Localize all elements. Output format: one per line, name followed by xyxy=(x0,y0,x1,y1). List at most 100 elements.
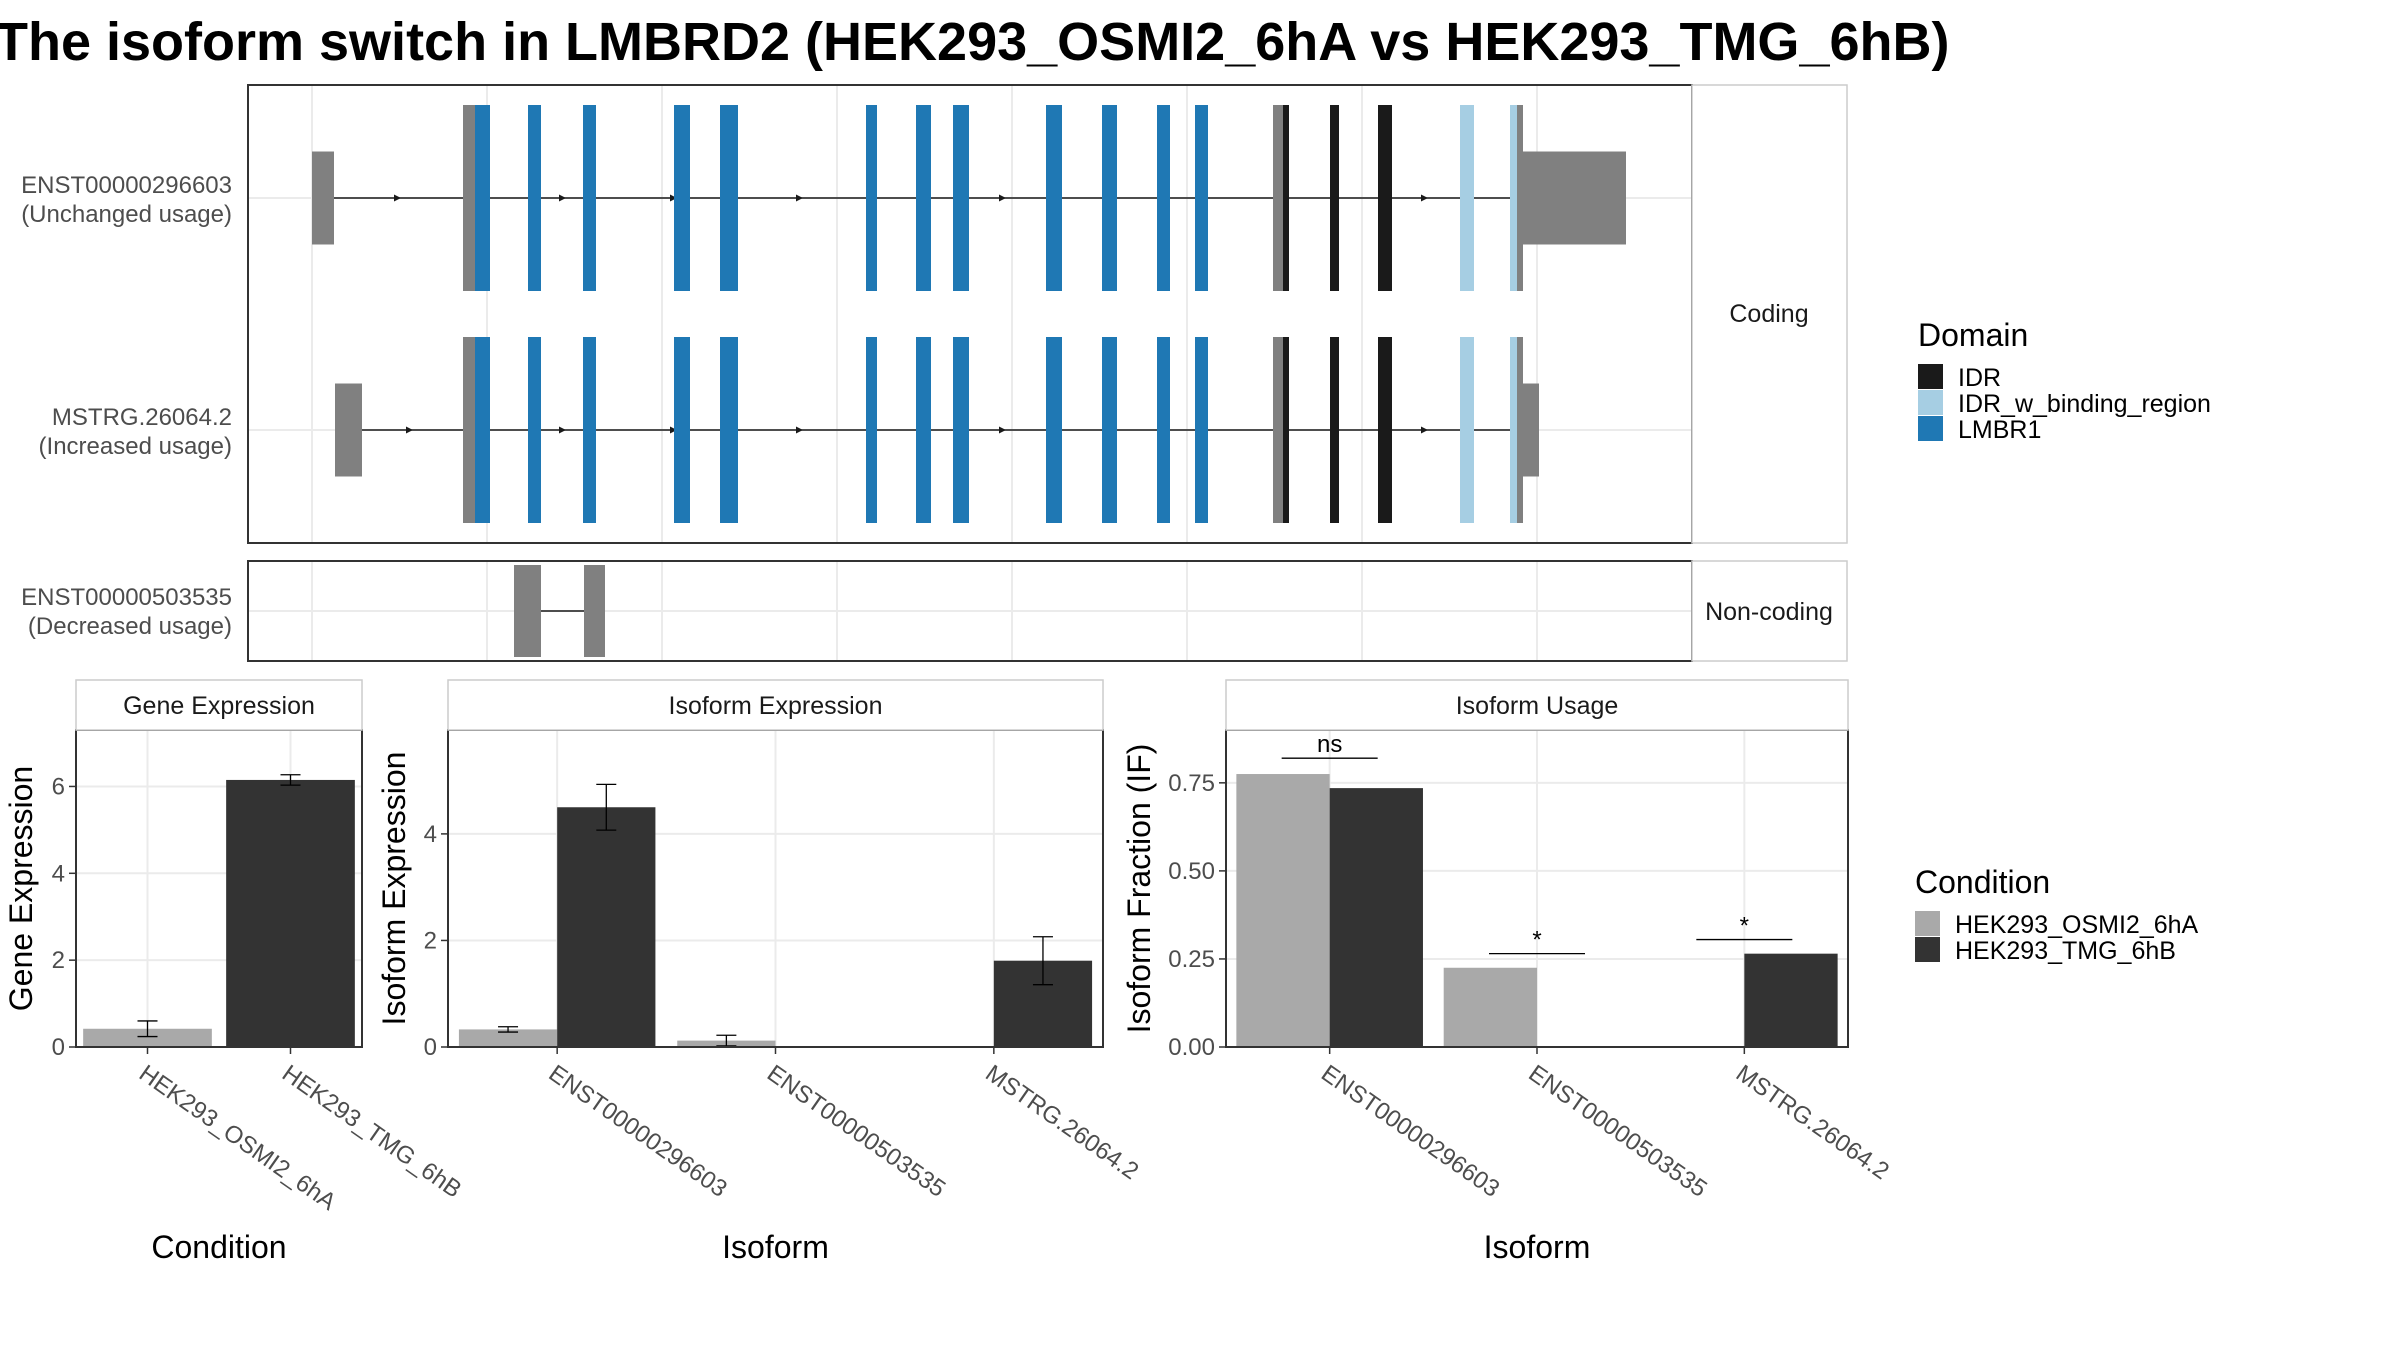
exon-block xyxy=(584,565,605,657)
domain-exon-block xyxy=(1102,337,1117,523)
domain-exon-block xyxy=(1283,105,1289,291)
condition-legend-title: Condition xyxy=(1915,864,2050,900)
domain-exon-block xyxy=(916,105,931,291)
domain-exon-block xyxy=(1510,337,1517,523)
domain-exon-block xyxy=(1046,105,1062,291)
facet-strip xyxy=(1225,679,1849,731)
domain-exon-block xyxy=(528,105,541,291)
legend-swatch-tmg xyxy=(1915,937,1940,962)
y-tick-label: 0 xyxy=(424,1034,437,1061)
x-axis-title: Isoform xyxy=(722,1229,829,1265)
coding-panel-tracks xyxy=(312,105,1626,523)
facet-strip-label: Isoform Expression xyxy=(669,692,883,720)
transcript-usage-label: (Increased usage) xyxy=(39,433,232,460)
domain-exon-block xyxy=(1157,337,1170,523)
y-axis-title: Isoform Expression xyxy=(376,752,412,1026)
strand-arrow xyxy=(999,194,1006,202)
condition-legend: Condition HEK293_OSMI2_6hA HEK293_TMG_6h… xyxy=(1915,864,2199,965)
exon-block xyxy=(1273,337,1283,523)
domain-exon-block xyxy=(1195,337,1208,523)
domain-exon-block xyxy=(720,337,738,523)
facet-strip xyxy=(75,679,363,731)
facet-strip-label: Gene Expression xyxy=(123,692,315,720)
legend-label-lmbr1: LMBR1 xyxy=(1958,416,2041,444)
domain-exon-block xyxy=(866,105,877,291)
bar xyxy=(1329,788,1423,1047)
transcript-id-label: ENST00000503535 xyxy=(21,584,232,611)
exon-block xyxy=(514,565,541,657)
transcript-id-label: ENST00000296603 xyxy=(21,172,232,199)
domain-exon-block xyxy=(583,105,596,291)
noncoding-strip xyxy=(1691,560,1848,662)
bar xyxy=(557,807,656,1047)
bar xyxy=(1443,967,1537,1047)
domain-exon-block xyxy=(1283,337,1289,523)
transcript-usage-label: (Unchanged usage) xyxy=(21,201,232,228)
significance-label: * xyxy=(1532,927,1541,954)
strand-arrow xyxy=(394,194,401,202)
legend-swatch-lmbr1 xyxy=(1918,416,1943,441)
x-tick-label: MSTRG.26064.2 xyxy=(1731,1060,1894,1185)
bar xyxy=(1236,774,1330,1047)
legend-label-idr: IDR xyxy=(1958,364,2001,392)
domain-exon-block xyxy=(720,105,738,291)
domain-exon-block xyxy=(1510,105,1517,291)
noncoding-panel-grid xyxy=(248,561,1692,661)
strand-arrow xyxy=(670,194,677,202)
transcript-usage-label: (Decreased usage) xyxy=(28,613,232,640)
bar xyxy=(226,779,355,1047)
strand-arrow xyxy=(796,194,803,202)
x-axis-title: Condition xyxy=(151,1229,286,1265)
domain-exon-block xyxy=(1460,337,1474,523)
domain-exon-block xyxy=(1378,105,1392,291)
domain-exon-block xyxy=(674,337,690,523)
bar xyxy=(458,1029,558,1047)
x-tick-label: ENST00000296603 xyxy=(544,1060,732,1203)
x-axis-title: Isoform xyxy=(1484,1229,1591,1265)
isoform-expression-chart: Isoform Expression 0 2 4 ENST00000296603 ENST… xyxy=(376,679,1143,1265)
exon-block xyxy=(1517,337,1523,523)
y-tick-label: 4 xyxy=(424,821,437,848)
y-tick-label: 0.25 xyxy=(1168,946,1215,973)
legend-label-idr-w-binding-region: IDR_w_binding_region xyxy=(1958,390,2211,418)
strand-arrow xyxy=(559,426,566,434)
legend-label-tmg: HEK293_TMG_6hB xyxy=(1955,937,2176,965)
legend-swatch-osmi2 xyxy=(1915,911,1940,936)
noncoding-structure-panel: Non-coding ENST00000503535 (Decreased us… xyxy=(21,560,1848,662)
domain-exon-block xyxy=(953,337,969,523)
domain-exon-block xyxy=(866,337,877,523)
exon-block xyxy=(312,151,334,245)
coding-strip xyxy=(1691,84,1848,544)
facet-strip xyxy=(447,679,1104,731)
exon-block xyxy=(1273,105,1283,291)
significance-label: ns xyxy=(1317,731,1342,758)
figure-title: The isoform switch in LMBRD2 (HEK293_OSM… xyxy=(0,12,1949,72)
domain-exon-block xyxy=(475,105,490,291)
strand-arrow xyxy=(796,426,803,434)
domain-exon-block xyxy=(1378,337,1392,523)
strand-arrow xyxy=(999,426,1006,434)
strand-arrow xyxy=(670,426,677,434)
domain-exon-block xyxy=(1046,337,1062,523)
domain-exon-block xyxy=(475,337,490,523)
y-tick-label: 0.50 xyxy=(1168,858,1215,885)
strand-arrow xyxy=(1421,194,1428,202)
isoform-usage-chart: ns * * Isoform Usage 0.00 0.25 0.50 0.75 ENST000… xyxy=(1121,679,1894,1265)
y-tick-label: 0 xyxy=(52,1034,65,1061)
bar xyxy=(1744,953,1838,1047)
strand-arrow xyxy=(406,426,413,434)
domain-exon-block xyxy=(528,337,541,523)
legend-swatch-idr-w-binding-region xyxy=(1918,390,1943,415)
significance-label: * xyxy=(1740,913,1749,940)
domain-exon-block xyxy=(1102,105,1117,291)
x-tick-label: ENST00000503535 xyxy=(1524,1060,1712,1203)
domain-exon-block xyxy=(1330,337,1339,523)
x-tick-label: ENST00000503535 xyxy=(762,1060,950,1203)
domain-exon-block xyxy=(1460,105,1474,291)
domain-legend: Domain IDR IDR_w_binding_region LMBR1 xyxy=(1918,317,2211,444)
coding-structure-panel: Coding ENST00000296603 (Unchanged usage)… xyxy=(21,84,1848,544)
domain-exon-block xyxy=(674,105,690,291)
domain-exon-block xyxy=(1157,105,1170,291)
strand-arrow xyxy=(559,194,566,202)
